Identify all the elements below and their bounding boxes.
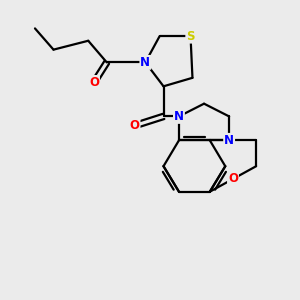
- Text: N: N: [140, 56, 150, 69]
- Text: O: O: [228, 172, 238, 185]
- Text: N: N: [224, 134, 234, 147]
- Text: N: N: [174, 110, 184, 123]
- Text: O: O: [89, 76, 99, 89]
- Text: S: S: [186, 30, 195, 43]
- Text: O: O: [130, 119, 140, 132]
